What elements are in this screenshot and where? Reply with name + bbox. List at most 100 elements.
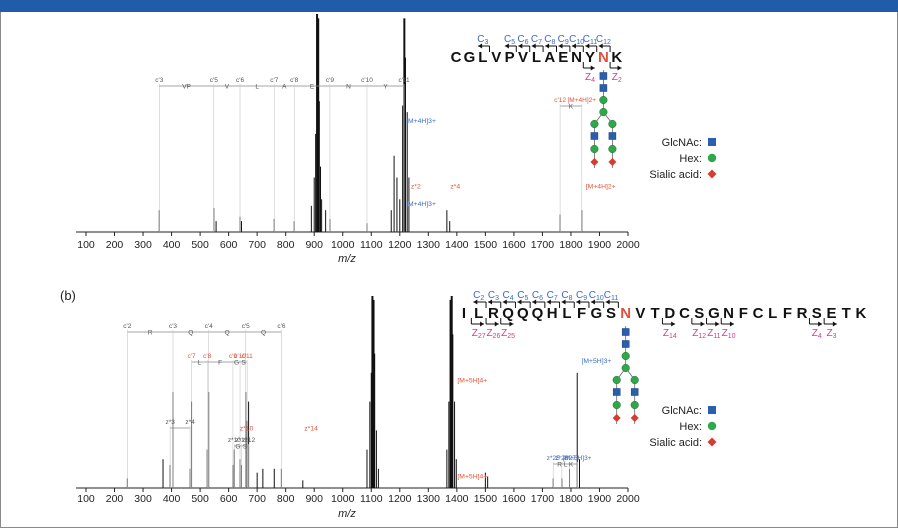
ladder-top-ion-label: c'3 bbox=[169, 323, 177, 330]
peptide-residue: N bbox=[723, 305, 734, 322]
z-ion-arrowhead bbox=[729, 321, 734, 327]
c-ion-label: C9 bbox=[558, 34, 569, 46]
ladder-top-ion-label: c'6 bbox=[236, 77, 244, 84]
c-ion-arrowhead bbox=[473, 299, 478, 305]
c-ion-label: C11 bbox=[604, 290, 619, 302]
hex-icon bbox=[590, 144, 599, 154]
c-ion-label: C12 bbox=[596, 34, 611, 46]
x-tick-label: 400 bbox=[163, 239, 181, 251]
peptide-residue: R bbox=[797, 305, 808, 322]
peptide-residue: Q bbox=[532, 305, 544, 322]
sialic-acid-icon bbox=[590, 158, 599, 166]
glcnac-icon bbox=[621, 340, 630, 348]
peptide-residue: N bbox=[598, 49, 609, 66]
x-tick-label: 1900 bbox=[588, 239, 612, 251]
legend-sialic-acid-icon bbox=[707, 169, 717, 179]
legend-label: Sialic acid: bbox=[649, 437, 702, 449]
ladder-top-ion-label: c'5 bbox=[242, 323, 250, 330]
x-tick-label: 1500 bbox=[474, 493, 498, 505]
c-ion-arrowhead bbox=[546, 299, 551, 305]
z-ion-label: Z25 bbox=[501, 328, 515, 340]
legend-label: Sialic acid: bbox=[649, 169, 702, 181]
z-ion-arrowhead bbox=[818, 321, 823, 327]
x-tick-label: 1400 bbox=[445, 493, 469, 505]
c-ion-arrowhead bbox=[598, 43, 603, 49]
x-tick-label: 900 bbox=[305, 239, 323, 251]
ladder-z-ion-label: z*3 bbox=[165, 419, 175, 426]
x-tick-label: 100 bbox=[77, 239, 95, 251]
ladder-top-ion-label: c'7 bbox=[270, 77, 278, 84]
peptide-residue: S bbox=[694, 305, 704, 322]
ladder-right-ion-label: z*25 bbox=[547, 455, 560, 462]
c-ion-arrowhead bbox=[571, 43, 576, 49]
c-ion-label: C3 bbox=[477, 34, 488, 46]
hex-icon bbox=[612, 400, 621, 410]
ladder-top-residue: Q bbox=[261, 330, 266, 337]
peak-annotation: z*14 bbox=[304, 425, 318, 432]
ladder-mid-residue: G bbox=[234, 360, 239, 367]
peptide-residue: I bbox=[462, 305, 466, 322]
x-tick-label: 1600 bbox=[502, 493, 526, 505]
z-ion-label: Z10 bbox=[722, 328, 736, 340]
legend-hex-icon bbox=[707, 153, 717, 163]
peptide-residue: T bbox=[842, 305, 851, 322]
peptide-residue: K bbox=[855, 305, 866, 322]
legend-label: GlcNAc: bbox=[662, 405, 702, 417]
spectrum-panel-a: 100 200 300 400 500 600 700 800 900 1000 1100 1200 1… bbox=[76, 14, 717, 265]
x-tick-label: 800 bbox=[277, 239, 295, 251]
legend-label: GlcNAc: bbox=[662, 137, 702, 149]
ladder-top-ion-label: c'6 bbox=[277, 323, 285, 330]
glcnac-icon bbox=[599, 72, 608, 80]
x-tick-label: 700 bbox=[248, 493, 266, 505]
z-ion-arrowhead bbox=[494, 321, 499, 327]
x-tick-label: 1300 bbox=[417, 239, 441, 251]
peptide-residue: H bbox=[547, 305, 558, 322]
x-tick-label: 1200 bbox=[388, 493, 412, 505]
peptide-residue: S bbox=[606, 305, 616, 322]
sialic-acid-icon bbox=[630, 414, 639, 422]
c-ion-label: C2 bbox=[473, 290, 484, 302]
glcnac-icon bbox=[630, 388, 639, 396]
ladder-right-ion-label: z*27 bbox=[563, 455, 576, 462]
peak-annotation: z*4 bbox=[450, 183, 460, 190]
glcnac-icon bbox=[590, 132, 599, 140]
ladder-mid-ion-label: c'10 bbox=[234, 353, 246, 360]
c-ion-arrowhead bbox=[502, 299, 507, 305]
x-tick-label: 1700 bbox=[531, 239, 555, 251]
hex-icon bbox=[630, 400, 639, 410]
x-tick-label: 1700 bbox=[531, 493, 555, 505]
ladder-mid-ion-label: c'9 bbox=[229, 353, 237, 360]
peptide-residue: T bbox=[651, 305, 660, 322]
peptide-residue: V bbox=[518, 49, 528, 66]
x-tick-label: 300 bbox=[134, 493, 152, 505]
hex-icon bbox=[612, 375, 621, 385]
ladder-mid-ion-label: c'11 bbox=[242, 353, 254, 360]
x-tick-label: 500 bbox=[191, 493, 209, 505]
peptide-residue: D bbox=[664, 305, 675, 322]
ladder-right-ion-label: [M+5H]3+ bbox=[563, 455, 592, 462]
peak-annotation: z*10 bbox=[240, 425, 254, 432]
peptide-residue: V bbox=[491, 49, 501, 66]
panel-label: (b) bbox=[60, 288, 76, 303]
z-ion-label: Z4 bbox=[585, 72, 595, 84]
x-tick-label: 1500 bbox=[474, 239, 498, 251]
c-ion-arrowhead bbox=[605, 299, 610, 305]
glcnac-icon bbox=[612, 388, 621, 396]
peptide-residue: N bbox=[571, 49, 582, 66]
c-ion-arrowhead bbox=[517, 299, 522, 305]
ladder-right-ion-label: [M+4H]2+ bbox=[568, 97, 597, 104]
ladder-top-residue: L bbox=[255, 84, 259, 91]
ladder-mid-ion-label: c'7 bbox=[187, 353, 195, 360]
peptide-residue: L bbox=[474, 305, 483, 322]
c-ion-label: C7 bbox=[547, 290, 558, 302]
c-ion-arrowhead bbox=[576, 299, 581, 305]
peak-annotation: [M+5H]4+ bbox=[457, 473, 487, 480]
c-ion-arrowhead bbox=[558, 43, 563, 49]
peptide-residue: F bbox=[739, 305, 748, 322]
peak-annotation: [M+5H]3+ bbox=[582, 358, 612, 365]
peptide-residue: Q bbox=[502, 305, 514, 322]
ladder-right-residue: K bbox=[569, 104, 574, 111]
c-ion-arrowhead bbox=[504, 43, 509, 49]
z-ion-label: Z14 bbox=[663, 328, 677, 340]
z-ion-label: Z4 bbox=[812, 328, 822, 340]
